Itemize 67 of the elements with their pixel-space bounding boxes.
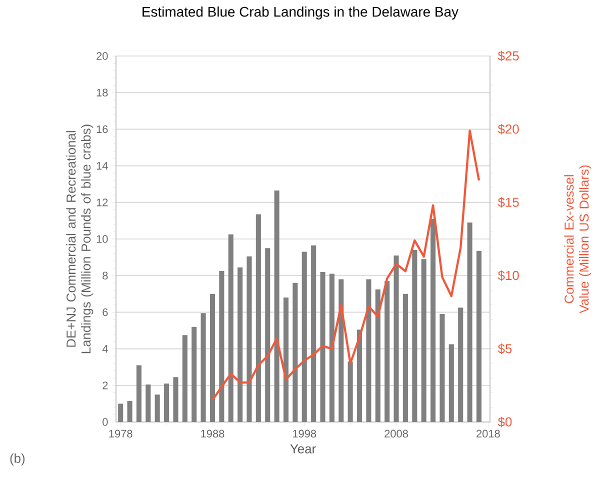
y-tick-label: 12 [96,198,108,206]
bar [192,326,197,422]
y-tick-label: 4 [102,345,108,353]
bar [356,330,362,422]
bar [430,218,436,422]
bar [467,222,472,422]
bar [402,294,408,422]
bar [348,362,353,422]
text: (b) [10,453,25,466]
x-tick-label: 1998 [293,430,316,438]
bar [329,274,334,422]
bar [320,272,326,422]
bar [228,234,234,422]
y2-tick-label: $5 [498,344,512,354]
x-tick-label: 1978 [109,430,132,438]
bar [210,294,216,422]
bar [246,256,252,422]
bar [366,279,372,422]
bar [421,259,426,422]
y2-tick-label: $10 [498,270,519,281]
y2-tick-label: $25 [498,50,519,62]
bar [136,365,142,422]
bar [458,308,464,422]
y-axis-title: DE+NJ Commercial and Recreational Landings (Million Pounds of blue crabs) [66,124,94,354]
bar [292,282,298,422]
x-tick-label: 2008 [384,430,408,438]
bar [375,289,380,422]
bar [476,250,482,422]
bar [384,281,390,422]
y-tick-label: 20 [96,52,108,60]
y-tick-label: 8 [102,272,108,280]
x-tick-label: 2018 [476,430,500,438]
bar [173,377,178,422]
y-tick-label: 10 [96,235,108,243]
bar [256,214,261,422]
bar [448,344,454,422]
y-tick-label: 18 [96,88,108,96]
x-tick-label: 1988 [201,430,224,438]
y2-tick-label: $20 [498,124,519,134]
bar [265,248,270,422]
bar [127,400,132,422]
y2-tick-label: $0 [498,416,512,428]
y2-axis-title: Commercial Ex-vessel Value (Million US Dollars) [564,165,592,314]
bar [283,298,289,422]
y-tick-label: 6 [102,308,108,316]
bar [440,314,445,422]
bar [154,394,160,422]
bar [118,404,124,422]
bar [182,335,188,422]
y-tick-label: 14 [96,162,108,170]
bar [412,250,418,422]
bar [311,245,316,422]
bar [164,384,170,422]
chart-title: Estimated Blue Crab Landings in the Delaware Bay [142,6,458,20]
bar [146,384,151,422]
y2-tick-label: $15 [498,197,519,208]
bar [219,271,224,422]
bar [274,190,280,422]
bar [238,267,243,422]
bar [394,255,399,422]
x-axis-title: Year [290,444,316,454]
bar [338,279,344,422]
y-tick-label: 0 [102,418,108,426]
y-tick-label: 2 [102,382,108,390]
bar [302,252,307,422]
bar [200,313,206,422]
y-tick-label: 16 [96,125,108,134]
